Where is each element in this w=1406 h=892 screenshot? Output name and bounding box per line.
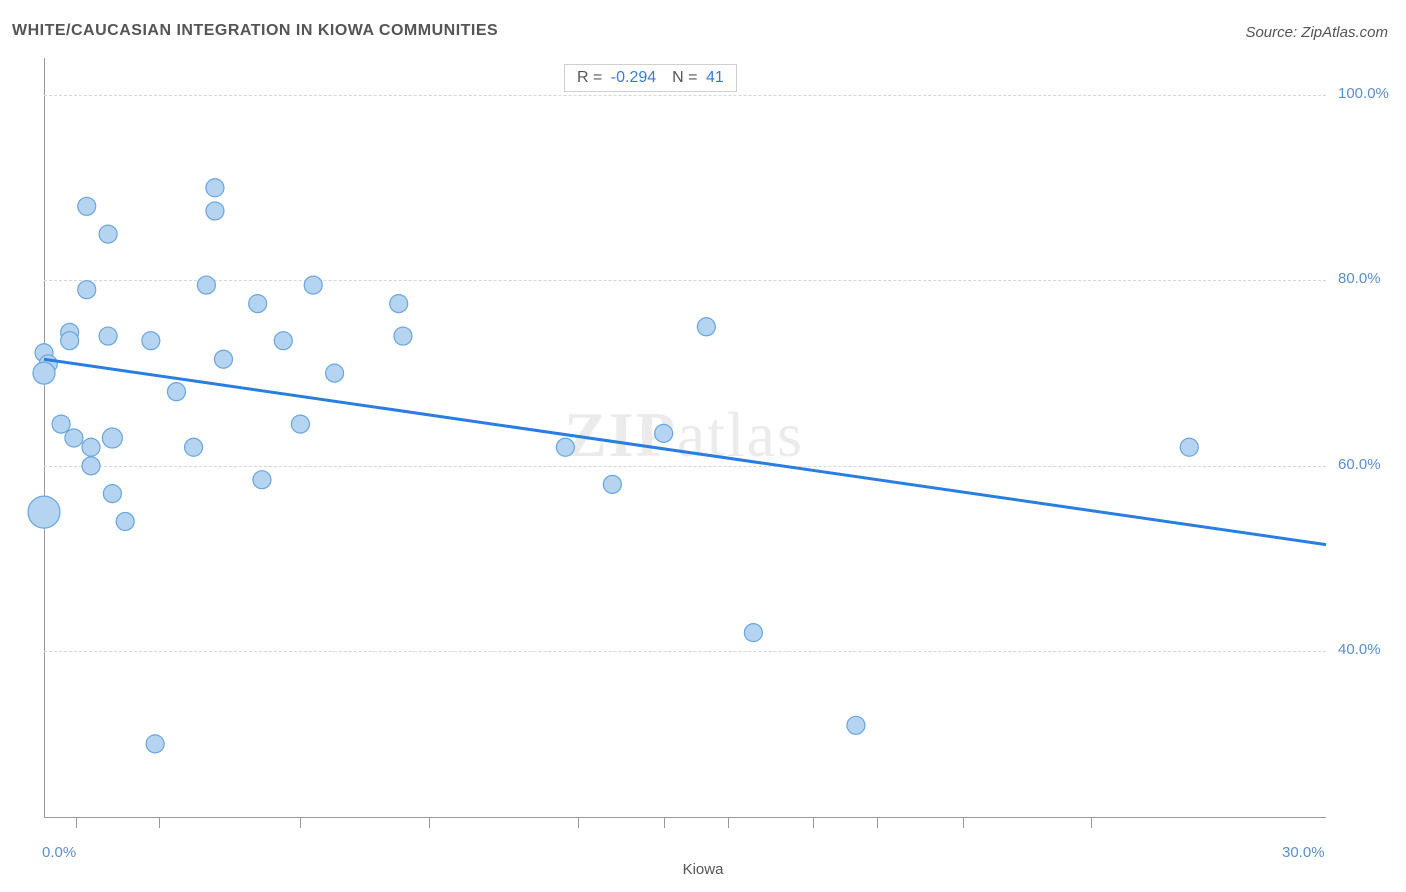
scatter-point [206, 179, 224, 197]
scatter-point [28, 496, 60, 528]
x-axis-label: Kiowa [683, 861, 724, 878]
scatter-point [291, 415, 309, 433]
scatter-point [253, 471, 271, 489]
scatter-point [304, 276, 322, 294]
trend-line [44, 359, 1326, 544]
scatter-point [142, 332, 160, 350]
scatter-point [78, 197, 96, 215]
x-tick [664, 818, 665, 828]
y-tick-label: 40.0% [1338, 641, 1381, 658]
x-tick [813, 818, 814, 828]
scatter-point [167, 383, 185, 401]
scatter-point [394, 327, 412, 345]
chart-title: WHITE/CAUCASIAN INTEGRATION IN KIOWA COM… [12, 22, 498, 40]
scatter-point [744, 624, 762, 642]
scatter-point [146, 735, 164, 753]
scatter-point [274, 332, 292, 350]
scatter-point [82, 438, 100, 456]
scatter-point [390, 295, 408, 313]
scatter-point [206, 202, 224, 220]
n-value: 41 [706, 69, 724, 86]
scatter-point [197, 276, 215, 294]
x-tick [159, 818, 160, 828]
x-tick [728, 818, 729, 828]
scatter-point [99, 327, 117, 345]
source-label: Source: ZipAtlas.com [1245, 24, 1388, 41]
scatter-point [697, 318, 715, 336]
x-tick [963, 818, 964, 828]
scatter-point [61, 332, 79, 350]
scatter-point [1180, 438, 1198, 456]
x-tick [1091, 818, 1092, 828]
scatter-point [214, 350, 232, 368]
stats-legend: R = -0.294 N = 41 [564, 64, 737, 92]
n-stat: N = 41 [672, 69, 724, 87]
scatter-point [249, 295, 267, 313]
r-value: -0.294 [611, 69, 656, 86]
x-tick [300, 818, 301, 828]
scatter-points [28, 179, 1198, 753]
scatter-point [33, 362, 55, 384]
x-tick-label: 0.0% [42, 844, 76, 861]
scatter-point [99, 225, 117, 243]
y-tick-label: 100.0% [1338, 85, 1389, 102]
x-tick [429, 818, 430, 828]
r-label: R = [577, 69, 602, 86]
n-label: N = [672, 69, 697, 86]
scatter-point [326, 364, 344, 382]
y-tick-label: 80.0% [1338, 270, 1381, 287]
scatter-point [52, 415, 70, 433]
y-tick-label: 60.0% [1338, 456, 1381, 473]
x-tick [877, 818, 878, 828]
scatter-point [847, 716, 865, 734]
scatter-point [102, 428, 122, 448]
x-tick [76, 818, 77, 828]
scatter-point [556, 438, 574, 456]
scatter-svg [44, 58, 1326, 818]
scatter-point [116, 512, 134, 530]
r-stat: R = -0.294 [577, 69, 656, 87]
scatter-point [655, 424, 673, 442]
x-tick-label: 30.0% [1282, 844, 1325, 861]
scatter-point [65, 429, 83, 447]
scatter-point [103, 485, 121, 503]
scatter-point [78, 281, 96, 299]
x-tick [578, 818, 579, 828]
plot-area: ZIPatlas R = -0.294 N = 41 [44, 58, 1326, 818]
scatter-point [82, 457, 100, 475]
scatter-point [185, 438, 203, 456]
scatter-point [603, 475, 621, 493]
